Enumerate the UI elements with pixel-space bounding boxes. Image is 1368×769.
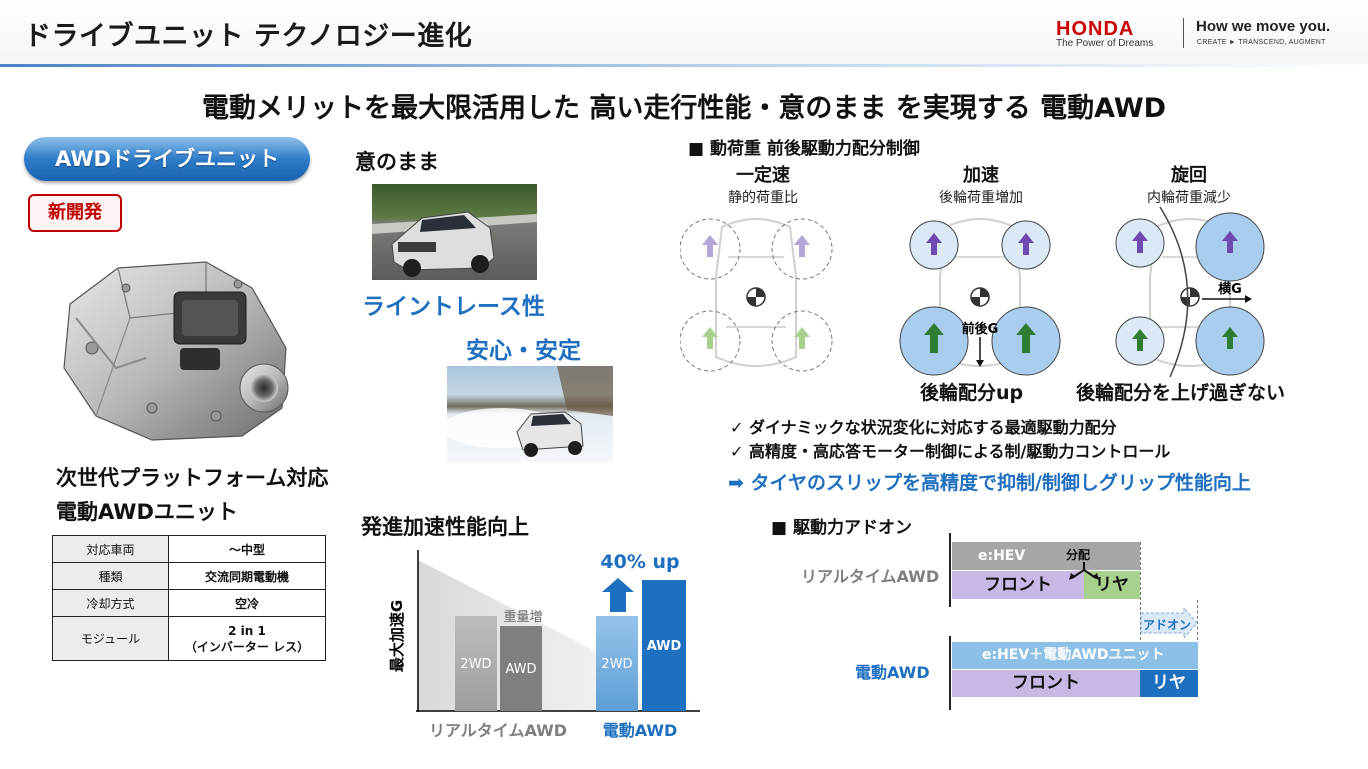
col-title-const: 一定速	[736, 165, 790, 186]
rt-axis	[949, 533, 951, 607]
check-item-2: ✓ 高精度・高応答モーター制御による制/駆動力コントロール	[730, 442, 1171, 461]
table-row: モジュール 2 in 1 （インバーター レス）	[52, 616, 326, 661]
spec-key: 種類	[52, 562, 169, 590]
diagram-constant-speed	[680, 218, 833, 372]
result-turn: 後輪配分を上げ過ぎない	[1076, 382, 1286, 404]
group-label-rt: リアルタイムAWD	[429, 721, 567, 740]
spec-value-line2: （インバーター レス）	[184, 639, 310, 654]
e-awd-label: 電動AWD	[855, 663, 930, 682]
lat-g-label: 横G	[1218, 281, 1242, 297]
check-item-1: ✓ ダイナミックな状況変化に対応する最適駆動力配分	[730, 418, 1117, 437]
rt-front-bar: フロント	[952, 571, 1084, 599]
spec-key: 冷却方式	[52, 589, 169, 617]
header-divider	[1183, 18, 1184, 48]
bar-label: 2WD	[460, 657, 491, 672]
ishi-heading: 意のまま	[355, 150, 439, 174]
bar-rt-awd	[500, 626, 542, 711]
spec-table: 対応車両 ～中型 種類 交流同期電動機 冷却方式 空冷 モジュール 2 in 1…	[52, 535, 326, 661]
result-accel: 後輪配分up	[920, 382, 1024, 404]
drive-unit-image	[63, 261, 289, 441]
accel-title: 発進加速性能向上	[361, 515, 529, 539]
bar-e-awd	[642, 580, 686, 711]
col-sub-const: 静的荷重比	[728, 190, 798, 206]
spec-value: 2 in 1 （インバーター レス）	[168, 616, 326, 661]
weight-note: 重量増	[503, 609, 542, 625]
new-development-tag: 新開発	[28, 194, 122, 232]
unit-caption: 次世代プラットフォーム対応 電動AWDユニット	[56, 461, 328, 529]
unit-caption-line2: 電動AWDユニット	[56, 500, 238, 524]
diagram-acceleration: 前後G	[899, 218, 1061, 376]
bar-rt-2wd	[455, 616, 497, 711]
col-sub-accel: 後輪荷重増加	[939, 190, 1023, 206]
fb-g-label: 前後G	[962, 321, 999, 337]
snow-driving-photo	[447, 366, 613, 462]
accel-chart: 最大加速G 2WD AWD 2WD AWD 重量増 40% up リアルタイムA…	[388, 550, 710, 740]
conclusion: ➡ タイヤのスリップを高精度で抑制/制御しグリップ性能向上	[728, 472, 1251, 494]
chart-ylabel: 最大加速G	[388, 600, 406, 672]
col-sub-turn: 内輪荷重減少	[1147, 190, 1231, 206]
e-rear-bar: リヤ	[1140, 670, 1198, 697]
guide-dash-right	[1197, 600, 1198, 640]
spec-key: 対応車両	[52, 535, 169, 563]
headline: 電動メリットを最大限活用した 高い走行性能・意のまま を実現する 電動AWD	[201, 93, 1167, 124]
bar-label: AWD	[647, 639, 682, 654]
track-driving-photo	[372, 184, 537, 280]
spec-value: 空冷	[168, 589, 326, 617]
up-arrow-icon	[602, 578, 634, 612]
bar-label: 2WD	[601, 657, 632, 672]
col-title-accel: 加速	[963, 165, 999, 186]
diagram-turning: 横G	[1115, 206, 1265, 378]
unit-caption-line1: 次世代プラットフォーム対応	[56, 466, 329, 490]
table-row: 対応車両 ～中型	[52, 535, 326, 563]
guide-dash-left	[1140, 542, 1141, 640]
slogan: How we move you.	[1196, 18, 1331, 35]
up-label: 40% up	[600, 551, 679, 573]
line-trace-label: ライントレース性	[362, 294, 545, 320]
awd-drive-unit-badge: AWDドライブユニット	[24, 137, 310, 181]
slogan-sub: CREATE ► TRANSCEND, AUGMENT	[1197, 39, 1326, 46]
group-label-e: 電動AWD	[603, 721, 678, 740]
table-row: 冷却方式 空冷	[52, 589, 326, 617]
spec-value: ～中型	[168, 535, 326, 563]
section-addon: ■ 駆動力アドオン	[771, 518, 912, 538]
addon-arrow-icon	[1140, 608, 1198, 638]
bar-e-2wd	[596, 616, 638, 711]
rt-awd-label: リアルタイムAWD	[801, 567, 940, 586]
header-rule	[0, 64, 1368, 67]
honda-tagline: The Power of Dreams	[1056, 38, 1154, 49]
slide-title: ドライブユニット テクノロジー進化	[24, 21, 473, 52]
section-dynamic-load: ■ 動荷重 前後駆動力配分制御	[688, 139, 920, 159]
e-axis	[949, 636, 951, 710]
load-diagrams: 前後G 横G	[680, 206, 1265, 378]
col-title-turn: 旋回	[1171, 165, 1207, 186]
honda-logo: HONDA	[1056, 18, 1135, 40]
rt-ehev-bar: e:HEV	[952, 542, 1140, 570]
header-band	[0, 0, 1368, 66]
split-arrow-icon	[1069, 562, 1099, 580]
spec-value: 交流同期電動機	[168, 562, 326, 590]
table-row: 種類 交流同期電動機	[52, 562, 326, 590]
stability-label: 安心・安定	[466, 338, 581, 364]
bar-label: AWD	[505, 662, 536, 677]
spec-key: モジュール	[52, 616, 169, 661]
split-label: 分配	[1066, 548, 1091, 562]
e-front-bar: フロント	[952, 670, 1140, 697]
e-ehev-bar: e:HEV＋電動AWDユニット	[952, 642, 1198, 669]
addon-label: アドオン	[1143, 618, 1192, 632]
spec-value-line1: 2 in 1	[228, 623, 266, 638]
